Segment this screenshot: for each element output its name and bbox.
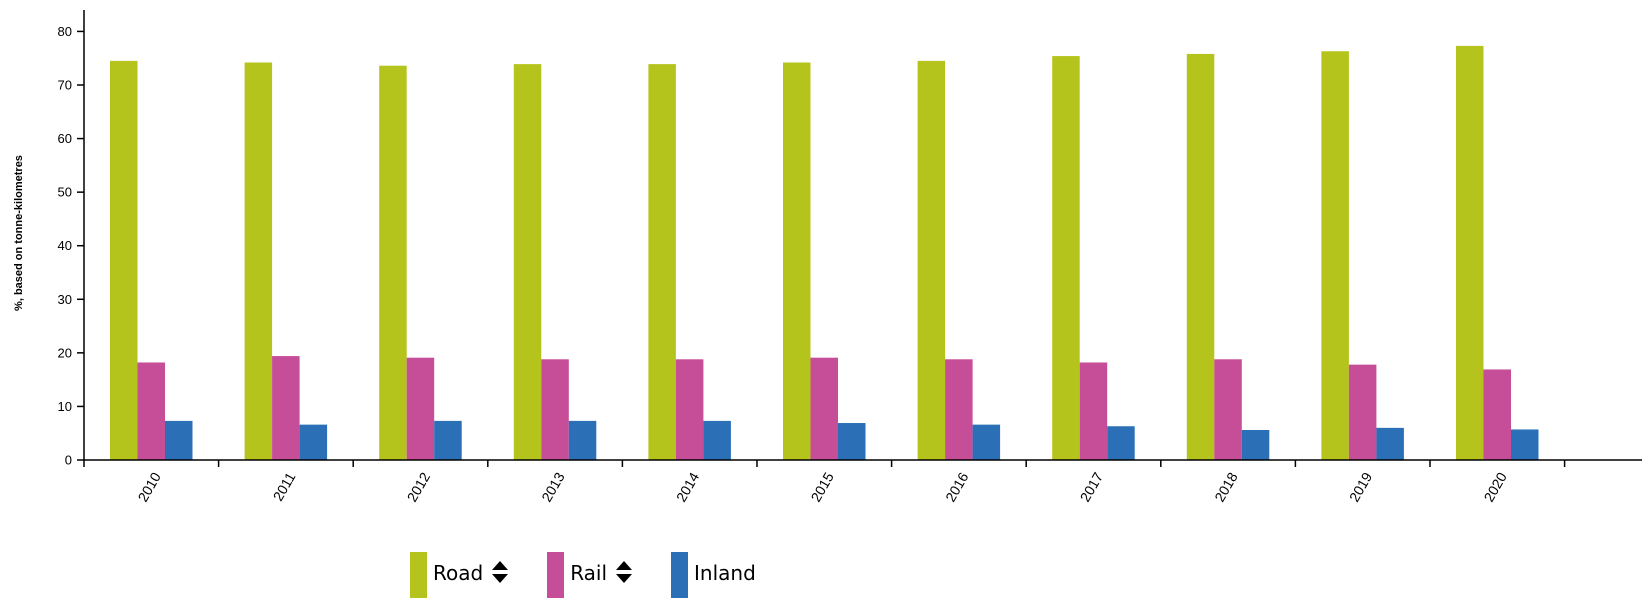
bar-rail-2019: [1348, 364, 1377, 460]
bar-inland-2012: [434, 420, 462, 460]
y-tick-label: 70: [58, 78, 72, 93]
y-axis-label: %, based on tonne-kilometres: [13, 155, 25, 311]
bar-rail-2020: [1483, 369, 1511, 460]
x-tick-label: 2014: [673, 469, 703, 504]
x-tick-label: 2018: [1211, 469, 1241, 504]
bar-road-2020: [1456, 45, 1484, 460]
bar-rail-2012: [406, 357, 435, 460]
bar-road-2019: [1321, 51, 1349, 460]
x-tick-label: 2020: [1480, 469, 1510, 504]
bar-inland-2013: [568, 420, 597, 460]
bar-road-2014: [648, 64, 676, 461]
legend-label-rail: Rail: [570, 561, 608, 585]
legend-swatch-inland: [671, 552, 689, 598]
y-tick-label: 10: [58, 399, 72, 414]
legend-item-rail[interactable]: Rail: [547, 552, 633, 598]
bars-layer: [110, 45, 1539, 461]
legend-swatch-rail: [547, 552, 565, 598]
bar-inland-2020: [1511, 429, 1539, 460]
bar-rail-2018: [1214, 359, 1242, 460]
legend-swatch-road: [410, 552, 427, 598]
bar-rail-2016: [945, 359, 973, 460]
bar-inland-2015: [838, 423, 866, 460]
bar-road-2017: [1052, 56, 1080, 460]
x-tick-label: 2010: [134, 469, 164, 504]
sort-icon[interactable]: [491, 560, 509, 589]
x-tick-label: 2017: [1077, 469, 1107, 504]
y-tick-label: 40: [58, 238, 72, 253]
legend-label-road: Road: [433, 561, 484, 585]
bar-inland-2010: [165, 420, 193, 460]
legend: Road Rail Inland: [410, 552, 794, 598]
y-tick-label: 80: [58, 24, 72, 39]
legend-item-road[interactable]: Road: [410, 552, 509, 598]
chart: 0 10 20 30 40 50 60 70 80 2010 2011 2012 2013 2014 201…: [13, 10, 1642, 504]
legend-label-inland: Inland: [694, 561, 756, 585]
bar-road-2013: [513, 64, 542, 461]
sort-icon[interactable]: [615, 560, 633, 589]
legend-item-inland[interactable]: Inland: [671, 552, 756, 598]
x-tick-label: 2011: [270, 469, 299, 503]
y-tick-label: 20: [58, 345, 72, 360]
bar-inland-2011: [299, 424, 328, 460]
x-tick-label: 2016: [942, 469, 972, 504]
y-tick-label: 0: [65, 453, 72, 468]
bar-inland-2018: [1241, 430, 1270, 460]
bar-rail-2017: [1079, 362, 1108, 460]
bar-road-2016: [917, 60, 946, 460]
bar-inland-2017: [1107, 426, 1135, 460]
x-tick-label: 2019: [1346, 469, 1376, 504]
y-tick-label: 50: [58, 185, 72, 200]
bar-rail-2015: [810, 357, 838, 460]
bar-rail-2010: [137, 362, 165, 460]
bar-road-2018: [1186, 53, 1215, 461]
x-tick-label: 2013: [538, 469, 568, 504]
x-tick-label: 2012: [404, 469, 434, 504]
y-tick-label: 30: [58, 292, 72, 307]
bar-rail-2013: [541, 359, 569, 460]
bar-inland-2014: [703, 420, 731, 460]
x-tick-label: 2015: [807, 469, 837, 504]
bar-road-2010: [110, 60, 138, 460]
bar-inland-2019: [1376, 427, 1404, 460]
bar-road-2011: [244, 62, 273, 460]
y-tick-label: 60: [58, 131, 72, 146]
bar-road-2015: [783, 62, 811, 460]
bar-rail-2011: [272, 356, 300, 460]
bar-rail-2014: [675, 359, 704, 460]
bar-road-2012: [379, 65, 407, 461]
bar-inland-2016: [972, 424, 1001, 460]
